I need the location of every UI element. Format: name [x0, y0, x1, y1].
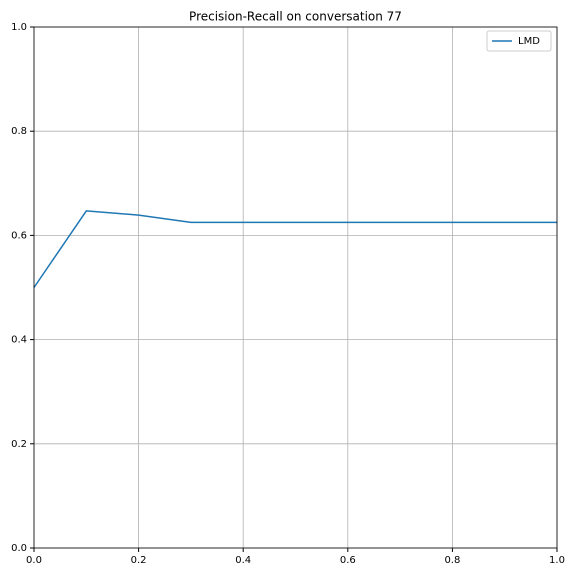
data-line — [33, 210, 557, 288]
y-tick-label: 0.4 — [11, 335, 27, 346]
y-tick-label: 0.2 — [11, 439, 27, 450]
x-tick-label: 1.0 — [549, 555, 565, 566]
x-tick-label: 0.8 — [444, 555, 460, 566]
legend-label: LMD — [518, 36, 540, 47]
chart-title: Precision-Recall on conversation 77 — [189, 10, 402, 24]
x-tick-label: 0.0 — [26, 555, 42, 566]
y-tick-label: 0.6 — [11, 230, 27, 241]
y-tick-label: 0.0 — [11, 543, 27, 554]
x-tick-label: 0.6 — [340, 555, 356, 566]
y-tick-label: 1.0 — [11, 22, 27, 33]
legend-box — [486, 30, 552, 52]
y-tick-label: 0.8 — [11, 126, 27, 137]
x-tick-label: 0.4 — [235, 555, 251, 566]
x-tick-label: 0.2 — [131, 555, 147, 566]
plot-frame — [33, 26, 558, 549]
